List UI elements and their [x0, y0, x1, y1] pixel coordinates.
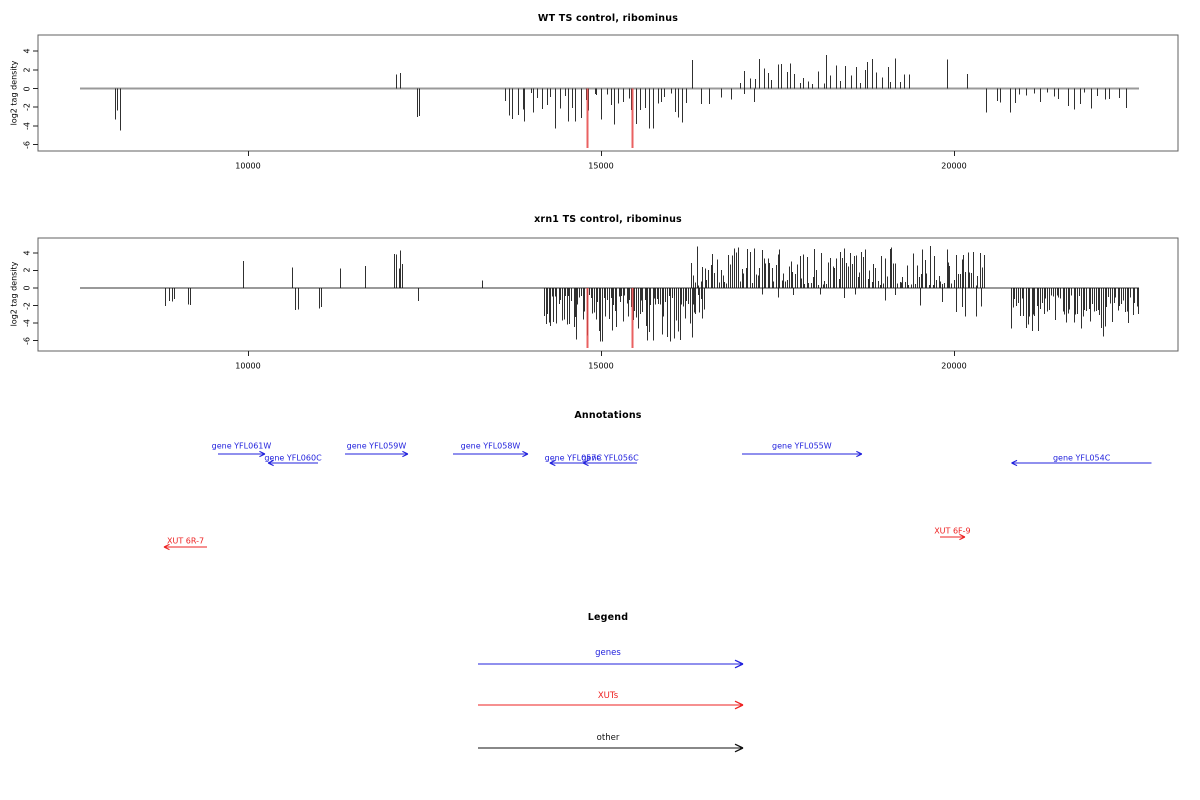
gene-arrowhead [582, 459, 589, 464]
gene-label: gene YFL057C [544, 453, 602, 463]
gene-label: gene YFL060C [264, 453, 322, 463]
annotations-section-title: Annotations [574, 410, 642, 421]
gene-arrowhead [856, 450, 863, 455]
legend-arrowhead-genes [734, 663, 744, 669]
legend-arrowhead-XUTs [734, 704, 744, 710]
panel-1-x-tick-label: 15000 [588, 161, 614, 171]
gene-arrowhead [1011, 462, 1018, 467]
gene-arrowhead [549, 459, 556, 464]
legend-arrowhead-other [734, 743, 744, 749]
panel-2-y-tick-label: -6 [22, 336, 32, 345]
gene-label: gene YFL055W [772, 441, 832, 451]
panel-1-title: WT TS control, ribominus [537, 13, 679, 24]
xut-label: XUT 6F-9 [934, 526, 971, 536]
gene-arrowhead [402, 450, 409, 455]
legend-section-title: Legend [587, 612, 629, 623]
gene-arrowhead [582, 462, 589, 467]
panel-2-y-tick-label: 0 [22, 285, 32, 291]
legend-arrowhead-XUTs [734, 700, 744, 706]
panel-1-x-tick-label: 10000 [235, 161, 261, 171]
gene-arrowhead [522, 453, 529, 458]
gene-arrowhead [267, 459, 274, 464]
panel-2-x-tick-label: 10000 [235, 361, 261, 371]
panel-1-y-tick-label: -2 [22, 103, 32, 112]
panel-2-title: xrn1 TS control, ribominus [534, 214, 682, 225]
panel-2-y-tick-label: -2 [22, 301, 32, 310]
gene-arrowhead [549, 462, 556, 467]
xut-arrowhead [959, 533, 966, 538]
panel-2-y-axis-label: log2 tag density [9, 261, 19, 327]
gene-arrowhead [1011, 459, 1018, 464]
gene-arrowhead [856, 453, 863, 458]
gene-arrowhead [522, 450, 529, 455]
legend-item-xuts-label: XUTs [597, 691, 619, 701]
panel-1-y-tick-label: 0 [22, 85, 32, 92]
panel-2-box [37, 237, 1179, 352]
legend-item-other-label: other [596, 733, 620, 743]
panel-2-x-tick-label: 15000 [588, 361, 614, 371]
gene-label: gene YFL061W [211, 441, 272, 451]
xut-arrowhead [163, 543, 170, 548]
gene-label: gene YFL056C [581, 453, 639, 463]
gene-label: gene YFL059W [346, 441, 407, 451]
panel-1-y-axis-label: log2 tag density [9, 60, 19, 126]
gene-label: gene YFL058W [460, 441, 521, 451]
panel-1-y-tick-label: -4 [22, 121, 32, 130]
panel-1-x-tick-label: 20000 [941, 161, 967, 171]
gene-arrowhead [402, 453, 409, 458]
panel-1-y-tick-label: -6 [22, 140, 32, 149]
xut-arrowhead [163, 546, 170, 551]
panel-1-box [37, 34, 1179, 152]
legend-item-genes-label: genes [595, 648, 621, 658]
panel-2-y-tick-label: -4 [22, 319, 32, 328]
gene-arrowhead [259, 450, 266, 455]
xut-label: XUT 6R-7 [166, 536, 205, 546]
xut-arrowhead [959, 536, 966, 541]
panel-1-y-tick-label: 2 [22, 67, 32, 73]
legend-arrowhead-genes [734, 659, 744, 665]
panel-2-y-tick-label: 4 [22, 250, 32, 256]
legend-arrowhead-other [734, 747, 744, 753]
panel-2-y-tick-label: 2 [22, 267, 32, 274]
panel-2-x-tick-label: 20000 [941, 361, 967, 371]
gene-arrowhead [267, 462, 274, 467]
gene-arrowhead [259, 453, 266, 458]
panel-1-y-tick-label: 4 [22, 48, 32, 54]
gene-label: gene YFL054C [1052, 453, 1111, 463]
